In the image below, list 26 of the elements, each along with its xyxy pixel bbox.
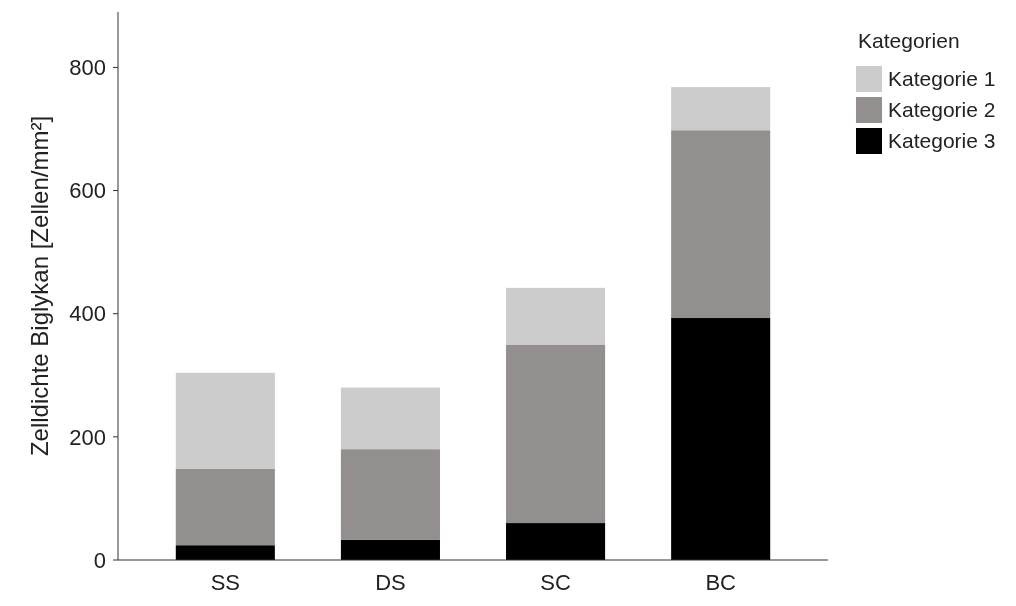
- bar: [671, 318, 771, 560]
- y-tick-label: 800: [69, 55, 106, 81]
- bar: [671, 130, 771, 319]
- bar: [506, 523, 606, 560]
- bar: [506, 344, 606, 524]
- bar: [175, 372, 275, 469]
- x-tick-label: DS: [375, 570, 406, 595]
- bar: [340, 449, 440, 540]
- x-tick-label: SC: [540, 570, 571, 595]
- legend-label: Kategorie 1: [888, 67, 996, 91]
- y-tick-label: 600: [69, 178, 106, 204]
- y-tick-label: 400: [69, 301, 106, 327]
- x-tick-label: SS: [210, 570, 241, 595]
- bar: [175, 545, 275, 560]
- bar: [340, 387, 440, 450]
- y-tick-label: 200: [69, 424, 106, 450]
- legend-label: Kategorie 3: [888, 129, 996, 153]
- y-tick-label: 0: [93, 547, 106, 573]
- bar: [175, 468, 275, 546]
- legend-title: Kategorien: [858, 29, 960, 52]
- y-axis-title: Zelldichte Biglykan [Zellen/mm²]: [26, 115, 53, 457]
- x-tick-label: BC: [705, 570, 737, 595]
- legend-label: Kategorie 2: [888, 98, 996, 122]
- bar: [506, 287, 606, 345]
- bar: [340, 539, 440, 560]
- bar: [671, 87, 771, 131]
